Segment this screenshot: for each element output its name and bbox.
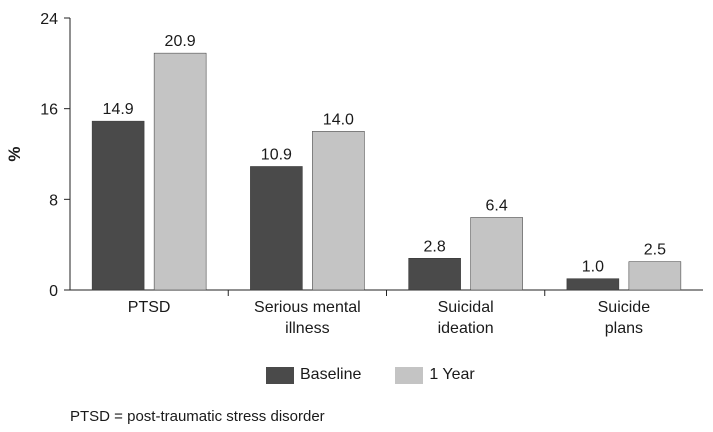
bar-1-year — [153, 52, 207, 291]
y-tick-label: 0 — [49, 283, 58, 300]
bar-1-year — [470, 217, 523, 291]
bar-baseline — [250, 166, 303, 291]
x-tick-label: plans — [605, 320, 643, 337]
x-tick-label: Serious mental — [254, 299, 361, 316]
x-tick-label: ideation — [438, 320, 494, 337]
legend-item-baseline: Baseline — [266, 366, 361, 384]
legend-item-1-year: 1 Year — [395, 366, 475, 384]
legend-swatch-1-year — [395, 366, 424, 384]
y-tick-label: 16 — [40, 102, 58, 119]
bar-baseline — [91, 120, 145, 291]
bar-baseline — [408, 258, 461, 291]
data-label: 14.0 — [323, 111, 354, 128]
data-label: 2.5 — [644, 242, 666, 259]
data-label: 14.9 — [103, 101, 134, 118]
data-label: 10.9 — [261, 146, 292, 163]
data-label: 20.9 — [165, 33, 196, 50]
data-label: 1.0 — [582, 259, 604, 276]
bar-1-year — [312, 131, 365, 291]
legend-label-1-year: 1 Year — [429, 366, 475, 383]
data-label: 6.4 — [486, 197, 508, 214]
footnote: PTSD = post-traumatic stress disorder — [70, 408, 325, 425]
bar-chart: 0 8 16 24% 14.9 20.9 PTSD 10.9 14.0 Serious menta… — [5, 11, 703, 337]
legend-label-baseline: Baseline — [300, 366, 362, 383]
data-label: 2.8 — [424, 238, 446, 255]
x-tick-label: illness — [285, 320, 329, 337]
legend: Baseline 1 Year — [266, 366, 509, 384]
legend-swatch-baseline — [266, 366, 294, 384]
y-tick-label: 8 — [49, 192, 58, 209]
y-tick-label: 24 — [40, 11, 58, 28]
x-tick-label: Suicide — [598, 299, 651, 316]
bar-1-year — [628, 261, 682, 291]
y-axis-label: % — [5, 146, 24, 161]
x-tick-label: Suicidal — [438, 299, 494, 316]
x-tick-label: PTSD — [128, 299, 171, 316]
bar-baseline — [566, 278, 620, 291]
